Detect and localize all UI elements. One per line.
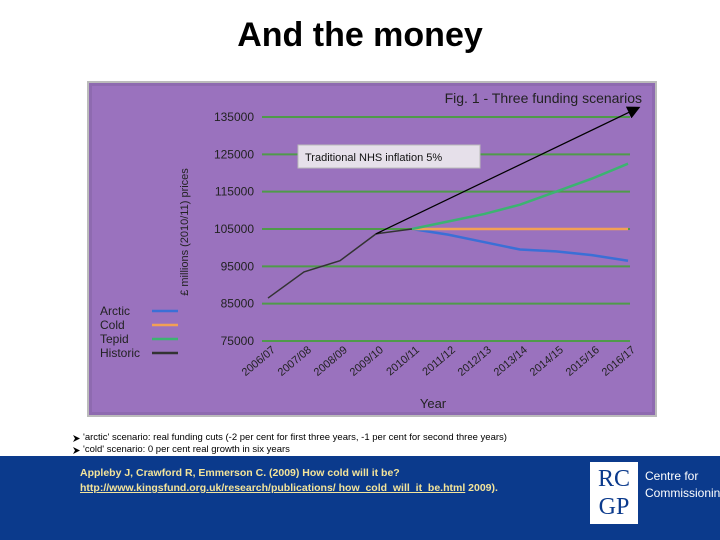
bullet-icon (73, 434, 80, 442)
chart-title: Fig. 1 - Three funding scenarios (445, 90, 642, 106)
x-axis-label: Year (420, 396, 447, 411)
citation-text: Appleby J, Crawford R, Emmerson C. (2009… (80, 467, 400, 479)
annotation: Traditional NHS inflation 5% (305, 152, 442, 164)
series-line (411, 227, 629, 262)
legend-label: Cold (100, 318, 125, 332)
bullet-text: 'arctic' scenario: real funding cuts (-2… (83, 432, 507, 443)
logo-name: Centre for Commissioning (645, 469, 720, 500)
y-tick-label: 75000 (221, 334, 255, 348)
logo: RC GP (590, 462, 638, 524)
bullet-text: 'cold' scenario: 0 per cent real growth … (83, 444, 290, 455)
y-axis-label: £ millions (2010/11) prices (179, 168, 191, 296)
slide-title: And the money (237, 16, 483, 54)
annotation-arrow (375, 106, 641, 235)
legend-label: Historic (100, 346, 140, 360)
y-tick-label: 105000 (214, 222, 254, 236)
bullet: 'cold' scenario: 0 per cent real growth … (72, 444, 712, 456)
series-line (411, 162, 629, 231)
bullet-icon (73, 446, 80, 454)
citation-link[interactable]: http://www.kingsfund.org.uk/research/pub… (80, 482, 466, 494)
logo-line: RC (597, 466, 630, 492)
series-line (267, 228, 413, 299)
chart-area (92, 86, 652, 412)
y-tick-label: 95000 (221, 259, 255, 273)
y-tick-label: 85000 (221, 297, 255, 311)
citation: Appleby J, Crawford R, Emmerson C. (2009… (80, 466, 580, 496)
logo-line: GP (598, 494, 630, 520)
annotation-box (297, 144, 481, 169)
legend-label: Tepid (100, 332, 129, 346)
legend-label: Arctic (100, 304, 130, 318)
y-tick-label: 135000 (214, 110, 254, 124)
y-tick-label: 125000 (214, 147, 254, 161)
citation-tail: 2009). (465, 482, 498, 494)
y-tick-label: 115000 (215, 185, 254, 199)
bullet: 'arctic' scenario: real funding cuts (-2… (72, 432, 712, 444)
